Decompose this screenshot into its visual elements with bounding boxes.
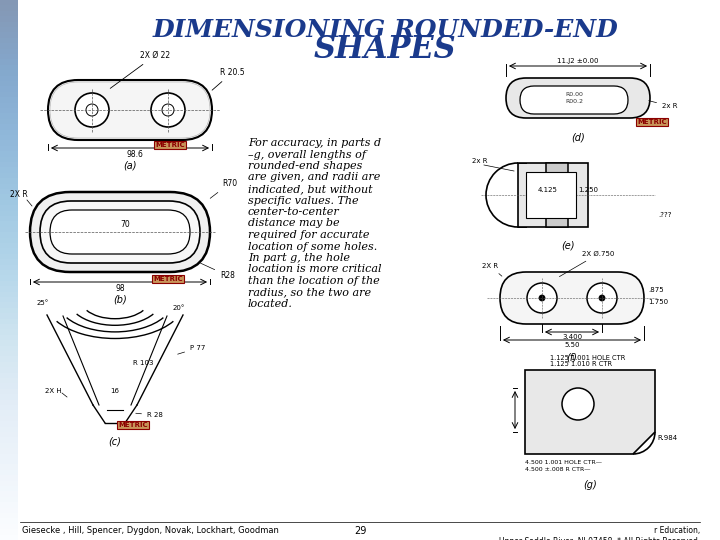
Text: distance may be: distance may be	[248, 219, 340, 228]
Text: –g, overall lengths of: –g, overall lengths of	[248, 150, 366, 159]
Text: location is more critical: location is more critical	[248, 265, 382, 274]
Text: 2X R: 2X R	[10, 190, 28, 199]
Circle shape	[75, 93, 109, 127]
Text: 16: 16	[110, 388, 119, 394]
FancyBboxPatch shape	[50, 210, 190, 254]
Text: (d): (d)	[571, 132, 585, 142]
Text: (a): (a)	[123, 160, 137, 170]
Text: 25°: 25°	[37, 300, 49, 306]
Text: 98.6: 98.6	[127, 150, 143, 159]
Text: 2X R: 2X R	[482, 263, 502, 276]
Bar	[546, 163, 568, 227]
Text: 1.125 1.010 R CTR: 1.125 1.010 R CTR	[550, 361, 612, 367]
Text: R.984: R.984	[657, 435, 677, 441]
Text: 2X Ø.750: 2X Ø.750	[559, 251, 614, 276]
Text: In part g, the hole: In part g, the hole	[248, 253, 350, 263]
Text: R0.00
R00.2: R0.00 R00.2	[565, 92, 583, 104]
Text: SHAPES: SHAPES	[314, 35, 456, 65]
Text: .875: .875	[648, 287, 664, 293]
Text: (f): (f)	[567, 352, 577, 362]
Text: 2X Ø 22: 2X Ø 22	[110, 51, 170, 89]
Text: 1.750: 1.750	[648, 299, 668, 305]
Text: METRIC: METRIC	[156, 142, 185, 148]
Text: 5.50: 5.50	[564, 342, 580, 348]
Text: 4.125: 4.125	[538, 187, 558, 193]
Text: 4.500 1.001 HOLE CTR—: 4.500 1.001 HOLE CTR—	[525, 460, 602, 465]
Text: required for accurate: required for accurate	[248, 230, 369, 240]
Text: location of some holes.: location of some holes.	[248, 241, 377, 252]
Text: 2x R: 2x R	[472, 158, 487, 164]
Text: (b): (b)	[113, 294, 127, 304]
Text: (c): (c)	[109, 437, 122, 447]
FancyBboxPatch shape	[500, 272, 644, 324]
Text: 70: 70	[120, 220, 130, 229]
Circle shape	[162, 104, 174, 116]
Circle shape	[151, 93, 185, 127]
Text: are given, and radii are: are given, and radii are	[248, 172, 380, 183]
Text: METRIC: METRIC	[153, 276, 183, 282]
Text: 98: 98	[115, 284, 125, 293]
Text: than the location of the: than the location of the	[248, 276, 379, 286]
Text: 1.125 1.001 HOLE CTR: 1.125 1.001 HOLE CTR	[550, 355, 626, 361]
Text: specific values. The: specific values. The	[248, 195, 359, 206]
Text: R28: R28	[201, 263, 235, 280]
Text: R 103: R 103	[133, 360, 153, 366]
Text: center-to-center: center-to-center	[248, 207, 340, 217]
Polygon shape	[525, 370, 655, 454]
Text: 1.250: 1.250	[578, 187, 598, 193]
Text: r Education,
Upper Saddle River, NJ 07458. * All Rights Reserved.: r Education, Upper Saddle River, NJ 0745…	[499, 526, 700, 540]
FancyBboxPatch shape	[520, 86, 628, 114]
Text: For accuracy, in parts d: For accuracy, in parts d	[248, 138, 381, 148]
Text: radius, so the two are: radius, so the two are	[248, 287, 371, 298]
Text: 2X H: 2X H	[45, 388, 62, 394]
Text: .???: .???	[658, 212, 672, 218]
Text: located.: located.	[248, 299, 293, 309]
FancyBboxPatch shape	[48, 80, 212, 140]
Text: 4.500 ±.008 R CTR—: 4.500 ±.008 R CTR—	[525, 467, 590, 472]
Circle shape	[527, 283, 557, 313]
FancyBboxPatch shape	[40, 201, 200, 263]
Circle shape	[86, 104, 98, 116]
Text: (g): (g)	[583, 480, 597, 490]
Text: 20°: 20°	[173, 305, 185, 311]
Text: R 28: R 28	[136, 412, 163, 418]
Text: R70: R70	[210, 179, 237, 198]
Text: 11.J2 ±0.00: 11.J2 ±0.00	[557, 58, 599, 64]
Text: rounded-end shapes: rounded-end shapes	[248, 161, 362, 171]
Circle shape	[539, 295, 545, 301]
Text: METRIC: METRIC	[637, 119, 667, 125]
Text: P 77: P 77	[178, 345, 205, 354]
FancyBboxPatch shape	[30, 192, 210, 272]
Text: DIMENSIONING ROUNDED-END: DIMENSIONING ROUNDED-END	[152, 18, 618, 42]
Text: 2x R: 2x R	[649, 100, 678, 109]
Circle shape	[562, 388, 594, 420]
Text: indicated, but without: indicated, but without	[248, 184, 373, 194]
Text: 29: 29	[354, 526, 366, 536]
Bar	[518, 163, 588, 227]
FancyBboxPatch shape	[506, 78, 650, 118]
Text: Giesecke , Hill, Spencer, Dygdon, Novak, Lockhart, Goodman: Giesecke , Hill, Spencer, Dygdon, Novak,…	[22, 526, 279, 535]
Text: METRIC: METRIC	[118, 422, 148, 428]
Circle shape	[587, 283, 617, 313]
Circle shape	[599, 295, 605, 301]
Text: (e): (e)	[562, 241, 575, 251]
Bar	[526, 172, 576, 218]
Text: R 20.5: R 20.5	[212, 68, 245, 90]
Text: 3.400: 3.400	[562, 334, 582, 340]
